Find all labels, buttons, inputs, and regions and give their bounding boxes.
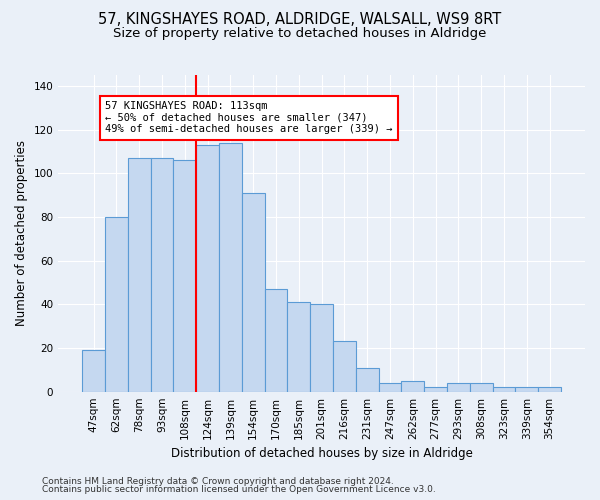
Bar bbox=[128, 158, 151, 392]
Bar bbox=[447, 383, 470, 392]
Bar bbox=[356, 368, 379, 392]
Bar bbox=[470, 383, 493, 392]
Bar bbox=[265, 289, 287, 392]
Bar bbox=[379, 383, 401, 392]
Bar bbox=[105, 217, 128, 392]
Bar bbox=[196, 145, 219, 392]
Bar bbox=[401, 381, 424, 392]
Text: Contains HM Land Registry data © Crown copyright and database right 2024.: Contains HM Land Registry data © Crown c… bbox=[42, 477, 394, 486]
Text: 57 KINGSHAYES ROAD: 113sqm
← 50% of detached houses are smaller (347)
49% of sem: 57 KINGSHAYES ROAD: 113sqm ← 50% of deta… bbox=[105, 101, 392, 134]
Bar bbox=[219, 142, 242, 392]
Bar bbox=[287, 302, 310, 392]
Bar bbox=[515, 388, 538, 392]
Bar bbox=[82, 350, 105, 392]
Y-axis label: Number of detached properties: Number of detached properties bbox=[15, 140, 28, 326]
Text: Size of property relative to detached houses in Aldridge: Size of property relative to detached ho… bbox=[113, 28, 487, 40]
Bar bbox=[424, 388, 447, 392]
Bar bbox=[151, 158, 173, 392]
Bar bbox=[310, 304, 333, 392]
Bar bbox=[242, 193, 265, 392]
Bar bbox=[538, 388, 561, 392]
Bar bbox=[173, 160, 196, 392]
Text: 57, KINGSHAYES ROAD, ALDRIDGE, WALSALL, WS9 8RT: 57, KINGSHAYES ROAD, ALDRIDGE, WALSALL, … bbox=[98, 12, 502, 28]
Bar bbox=[493, 388, 515, 392]
Text: Contains public sector information licensed under the Open Government Licence v3: Contains public sector information licen… bbox=[42, 485, 436, 494]
Bar bbox=[333, 342, 356, 392]
X-axis label: Distribution of detached houses by size in Aldridge: Distribution of detached houses by size … bbox=[170, 447, 473, 460]
